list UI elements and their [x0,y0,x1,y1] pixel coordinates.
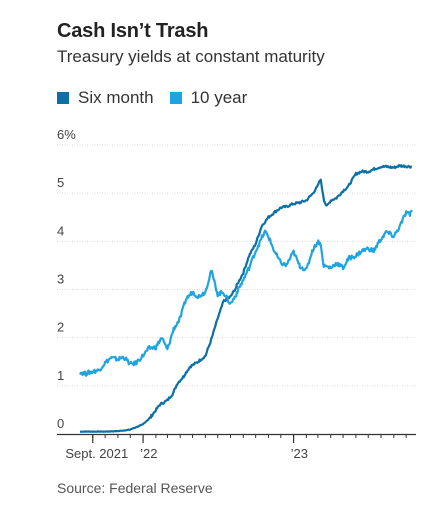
y-tick-label-4: 4 [57,223,64,238]
chart-title: Cash Isn’t Trash [57,20,209,42]
series-line-ten-year [79,209,413,377]
series-lines [79,164,413,433]
y-tick-label-6: 6% [57,127,76,142]
legend-swatch-ten-year [169,92,182,104]
x-tick-label-1: ’22 [140,446,157,461]
legend-item-six-month: Six month [57,88,154,108]
legend-item-ten-year: 10 year [169,88,248,108]
chart-subtitle: Treasury yields at constant maturity [57,47,325,66]
y-tick-label-2: 2 [57,320,64,335]
x-tick-label-0: Sept. 2021 [65,446,128,461]
legend-label-six-month: Six month [78,88,154,107]
x-axis: Sept. 2021 ’22 ’23 [57,433,416,461]
legend: Six month 10 year [57,88,263,108]
y-tick-label-1: 1 [57,368,64,383]
x-tick-label-2: ’23 [291,446,308,461]
source-note: Source: Federal Reserve [57,480,213,496]
legend-label-ten-year: 10 year [190,88,248,107]
y-tick-label-5: 5 [57,175,64,190]
y-tick-label-3: 3 [57,272,64,287]
y-tick-label-0: 0 [57,416,64,431]
series-line-six-month [79,164,413,433]
y-axis-labels: 0 1 2 3 4 5 6% [57,127,76,431]
legend-swatch-six-month [57,92,69,104]
gridlines [57,144,416,387]
line-chart: 0 1 2 3 4 5 6% Sept. 2021 ’22 ’23 [57,127,416,461]
